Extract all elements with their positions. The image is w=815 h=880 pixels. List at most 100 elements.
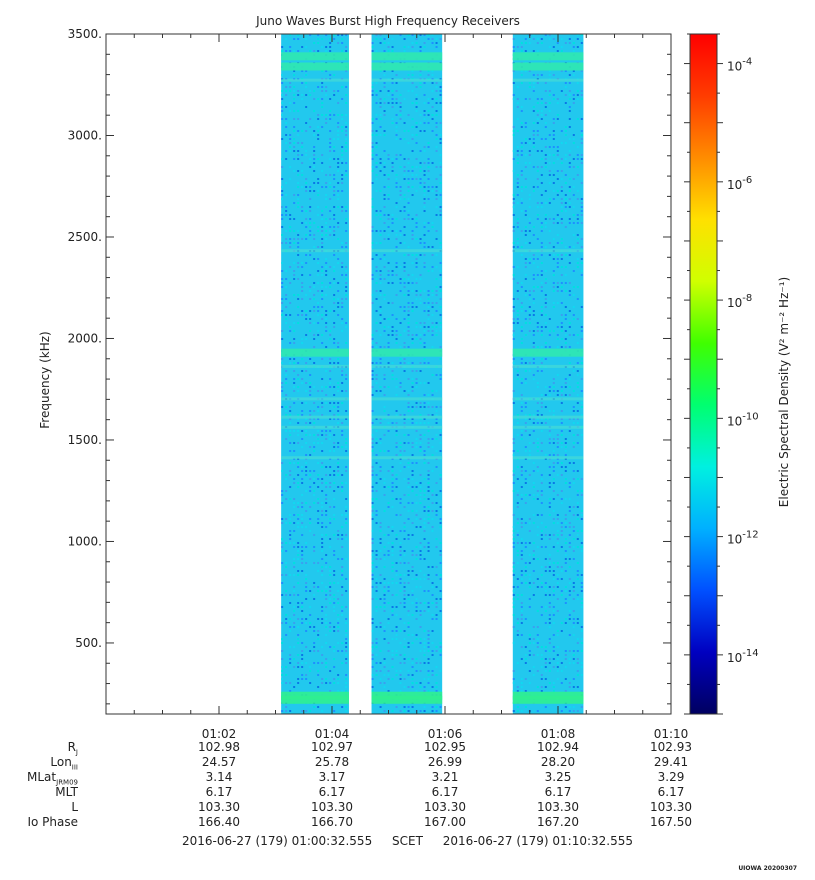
emission-band	[371, 348, 443, 357]
emission-band	[512, 364, 584, 368]
emission-band	[281, 691, 349, 700]
emission-band	[281, 456, 349, 460]
y-tick-label: 1500.	[68, 433, 102, 447]
colorbar-tick-label: 10-14	[727, 648, 759, 665]
colorbar-gradient	[689, 33, 718, 715]
ephemeris-value: 103.30	[198, 800, 240, 814]
emission-band	[371, 364, 443, 368]
emission-band	[512, 78, 584, 82]
emission-band	[371, 62, 443, 71]
ephemeris-value: 28.20	[540, 755, 576, 769]
ephemeris-value: 3.21	[431, 770, 459, 784]
emission-band	[371, 695, 443, 704]
ephemeris-label: LonIII	[50, 755, 78, 772]
scet-end: 2016-06-27 (179) 01:10:32.555	[442, 834, 634, 848]
scet-range: 2016-06-27 (179) 01:00:32.555 SCET 2016-…	[0, 834, 815, 848]
y-tick-label: 3500.	[68, 27, 102, 41]
emission-band	[512, 456, 584, 460]
emission-band	[512, 425, 584, 429]
emission-band	[281, 78, 349, 82]
colorbar-tick-label: 10-12	[727, 530, 759, 547]
ephemeris-value: 3.29	[657, 770, 685, 784]
ephemeris-table: RJ 102.98 102.97 102.95 102.94 102.93 LonIII 24…	[0, 740, 815, 830]
scet-label: SCET	[392, 834, 423, 848]
emission-band	[512, 52, 584, 61]
emission-band	[281, 52, 349, 61]
ephemeris-value: 103.30	[424, 800, 466, 814]
x-tick-label: 01:04	[315, 727, 350, 741]
emission-band	[371, 52, 443, 61]
data-block-fill	[371, 34, 443, 714]
emission-band	[281, 249, 349, 253]
data-block-fill	[512, 34, 584, 714]
ephemeris-value: 6.17	[205, 785, 233, 799]
ephemeris-value: 6.17	[318, 785, 346, 799]
colorbar-tick-label: 10-10	[727, 411, 759, 428]
ephemeris-value: 3.17	[318, 770, 346, 784]
emission-band	[512, 691, 584, 700]
ephemeris-value: 102.95	[424, 740, 466, 754]
ephemeris-value: 29.41	[653, 755, 689, 769]
ephemeris-value: 102.97	[311, 740, 353, 754]
emission-band	[281, 425, 349, 429]
emission-band	[371, 691, 443, 700]
ephemeris-value: 26.99	[427, 755, 463, 769]
colorbar-tick-label: 10-6	[727, 175, 752, 192]
emission-band	[371, 425, 443, 429]
ephemeris-value: 166.40	[198, 815, 240, 829]
y-tick-label: 1000.	[68, 534, 102, 548]
plot-area	[105, 33, 672, 715]
emission-band	[281, 62, 349, 71]
colorbar: 10-14 10-12 10-10 10-8 10-6 10-4	[684, 33, 759, 715]
emission-band	[371, 78, 443, 82]
scet-start: 2016-06-27 (179) 01:00:32.555	[181, 834, 373, 848]
data-block-1	[281, 34, 349, 714]
emission-band	[512, 415, 584, 419]
x-tick-label: 01:08	[541, 727, 576, 741]
chart-title: Juno Waves Burst High Frequency Receiver…	[255, 14, 520, 28]
emission-band	[512, 249, 584, 253]
ephemeris-value: 167.20	[537, 815, 579, 829]
colorbar-label: Electric Spectral Density (V² m⁻² Hz⁻¹)	[777, 277, 791, 507]
ephemeris-label: MLatJRM09	[27, 770, 78, 787]
emission-band	[512, 397, 584, 401]
emission-band	[512, 62, 584, 71]
ephemeris-value: 167.50	[650, 815, 692, 829]
ephemeris-value: 102.98	[198, 740, 240, 754]
ephemeris-value: 103.30	[537, 800, 579, 814]
emission-band	[371, 415, 443, 419]
ephemeris-label: RJ	[67, 740, 78, 757]
colorbar-tick-label: 10-8	[727, 293, 752, 310]
ephemeris-value: 6.17	[657, 785, 685, 799]
ephemeris-value: 103.30	[650, 800, 692, 814]
ephemeris-value: 102.93	[650, 740, 692, 754]
emission-band	[512, 348, 584, 357]
y-tick-label: 2000.	[68, 331, 102, 345]
ephemeris-label: L	[71, 800, 78, 814]
ephemeris-value: 166.70	[311, 815, 353, 829]
x-axis: 01:02 01:04 01:06 01:08 01:10	[133, 34, 688, 741]
emission-band	[371, 249, 443, 253]
emission-band	[281, 415, 349, 419]
ephemeris-value: 25.78	[314, 755, 350, 769]
emission-band	[281, 695, 349, 704]
footer-credit: UIOWA 20200307	[738, 865, 797, 872]
colorbar-tick-label: 10-4	[727, 57, 752, 74]
emission-band	[371, 397, 443, 401]
ephemeris-value: 103.30	[311, 800, 353, 814]
x-tick-label: 01:06	[428, 727, 463, 741]
y-tick-label: 3000.	[68, 128, 102, 142]
emission-band	[512, 695, 584, 704]
ephemeris-value: 3.14	[205, 770, 233, 784]
ephemeris-value: 6.17	[544, 785, 572, 799]
data-block-2	[371, 34, 443, 714]
emission-band	[281, 348, 349, 357]
ephemeris-value: 3.25	[544, 770, 572, 784]
y-axis: 500. 1000. 1500. 2000. 2500. 3000. 3500.	[68, 27, 671, 705]
ephemeris-label: Io Phase	[27, 815, 78, 829]
emission-band	[371, 456, 443, 460]
ephemeris-label: MLT	[55, 785, 78, 799]
ephemeris-value: 102.94	[537, 740, 579, 754]
ephemeris-value: 167.00	[424, 815, 466, 829]
